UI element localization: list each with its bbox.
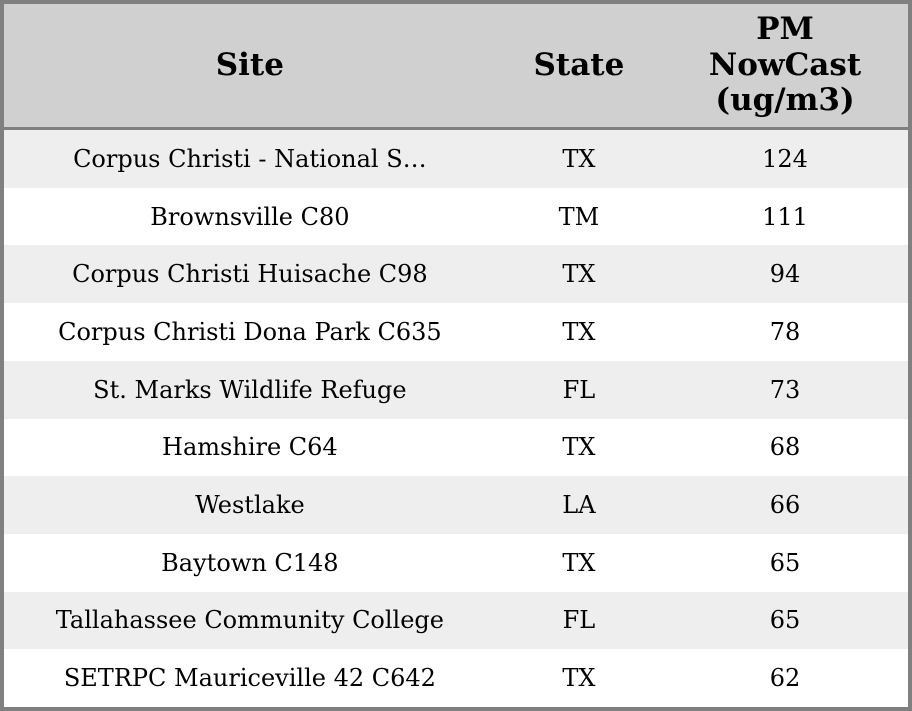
column-header-state-label: State bbox=[533, 46, 625, 83]
site-cell: St. Marks Wildlife Refuge bbox=[93, 375, 407, 404]
value-cell: 94 bbox=[769, 260, 801, 289]
table-row[interactable]: Brownsville C80 TM 111 bbox=[4, 187, 908, 246]
value-cell: 62 bbox=[769, 664, 801, 693]
site-cell: Hamshire C64 bbox=[162, 433, 338, 462]
column-header-pm-nowcast-label: PM NowCast (ug/m3) bbox=[708, 10, 862, 119]
value-cell: 65 bbox=[769, 606, 801, 635]
value-cell: 78 bbox=[769, 317, 801, 346]
table-row[interactable]: Westlake LA 66 bbox=[4, 476, 908, 534]
state-cell: TX bbox=[562, 664, 596, 693]
state-cell: FL bbox=[562, 606, 596, 635]
site-cell: Brownsville C80 bbox=[150, 202, 350, 231]
column-header-site-label: Site bbox=[215, 46, 284, 83]
table-header: Site State PM NowCast (ug/m3) bbox=[4, 4, 908, 130]
state-cell: TX bbox=[562, 548, 596, 577]
table-row[interactable]: SETRPC Mauriceville 42 C642 TX 62 bbox=[4, 649, 908, 708]
column-header-site[interactable]: Site bbox=[4, 4, 496, 127]
site-cell: Corpus Christi Dona Park C635 bbox=[58, 317, 442, 346]
site-cell: Corpus Christi - National S… bbox=[73, 144, 427, 173]
site-cell: SETRPC Mauriceville 42 C642 bbox=[63, 664, 436, 693]
value-cell: 65 bbox=[769, 548, 801, 577]
table-row[interactable]: Corpus Christi Huisache C98 TX 94 bbox=[4, 245, 908, 304]
table-row[interactable]: Corpus Christi Dona Park C635 TX 78 bbox=[4, 303, 908, 361]
site-cell: Westlake bbox=[195, 491, 305, 520]
table-row[interactable]: Corpus Christi - National S… TX 124 bbox=[4, 130, 908, 188]
value-cell: 68 bbox=[769, 433, 801, 462]
state-cell: TX bbox=[562, 317, 596, 346]
state-cell: TM bbox=[558, 202, 600, 231]
site-cell: Corpus Christi Huisache C98 bbox=[72, 260, 428, 289]
site-cell: Baytown C148 bbox=[161, 548, 339, 577]
table-row[interactable]: St. Marks Wildlife Refuge FL 73 bbox=[4, 360, 908, 419]
table-row[interactable]: Baytown C148 TX 65 bbox=[4, 533, 908, 592]
state-cell: TX bbox=[562, 433, 596, 462]
table-row[interactable]: Tallahassee Community College FL 65 bbox=[4, 591, 908, 650]
value-cell: 66 bbox=[769, 491, 801, 520]
table-body: Corpus Christi - National S… TX 124 Brownsv… bbox=[4, 130, 908, 708]
state-cell: TX bbox=[562, 144, 596, 173]
state-cell: LA bbox=[562, 491, 596, 520]
state-cell: FL bbox=[562, 375, 596, 404]
column-header-state[interactable]: State bbox=[496, 4, 662, 127]
table-row[interactable]: Hamshire C64 TX 68 bbox=[4, 418, 908, 477]
state-cell: TX bbox=[562, 260, 596, 289]
value-cell: 73 bbox=[769, 375, 801, 404]
value-cell: 111 bbox=[762, 202, 808, 231]
site-cell: Tallahassee Community College bbox=[55, 606, 444, 635]
column-header-pm-nowcast[interactable]: PM NowCast (ug/m3) bbox=[662, 4, 908, 127]
value-cell: 124 bbox=[762, 144, 808, 173]
